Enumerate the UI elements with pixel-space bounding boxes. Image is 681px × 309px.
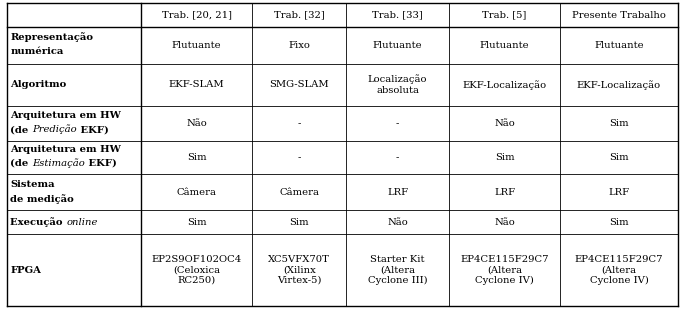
Text: Arquitetura em HW: Arquitetura em HW — [10, 111, 121, 120]
Text: Estimação: Estimação — [32, 158, 84, 168]
Text: Flutuante: Flutuante — [373, 41, 422, 50]
Text: LRF: LRF — [387, 188, 408, 197]
Text: Trab. [32]: Trab. [32] — [274, 11, 325, 19]
Text: -: - — [298, 153, 301, 162]
Text: -: - — [396, 153, 399, 162]
Text: EP4CE115F29C7
(Altera
Cyclone IV): EP4CE115F29C7 (Altera Cyclone IV) — [575, 255, 663, 285]
Text: numérica: numérica — [10, 47, 63, 57]
Text: Câmera: Câmera — [279, 188, 319, 197]
Text: Sim: Sim — [187, 218, 206, 227]
Text: Trab. [5]: Trab. [5] — [482, 11, 527, 19]
Text: Sim: Sim — [609, 218, 629, 227]
Text: Não: Não — [494, 218, 515, 227]
Text: Não: Não — [187, 119, 207, 128]
Text: Representação: Representação — [10, 32, 93, 42]
Text: Execução: Execução — [10, 218, 66, 227]
Text: (de: (de — [10, 159, 32, 168]
Text: Flutuante: Flutuante — [480, 41, 529, 50]
Text: EKF): EKF) — [84, 159, 116, 168]
Text: EKF-Localização: EKF-Localização — [577, 80, 661, 90]
Text: Trab. [20, 21]: Trab. [20, 21] — [161, 11, 232, 19]
Text: Predição: Predição — [32, 125, 76, 134]
Text: EKF): EKF) — [76, 125, 108, 134]
Text: Sim: Sim — [495, 153, 514, 162]
Text: Flutuante: Flutuante — [594, 41, 644, 50]
Text: Sistema: Sistema — [10, 180, 54, 188]
Text: -: - — [298, 119, 301, 128]
Text: Flutuante: Flutuante — [172, 41, 221, 50]
Text: SMG-SLAM: SMG-SLAM — [270, 80, 329, 89]
Text: Câmera: Câmera — [176, 188, 217, 197]
Text: Não: Não — [494, 119, 515, 128]
Text: Trab. [33]: Trab. [33] — [373, 11, 423, 19]
Text: online: online — [66, 218, 97, 227]
Text: (de: (de — [10, 125, 32, 134]
Text: Presente Trabalho: Presente Trabalho — [572, 11, 666, 19]
Text: LRF: LRF — [608, 188, 629, 197]
Text: EKF-Localização: EKF-Localização — [462, 80, 547, 90]
Text: Starter Kit
(Altera
Cyclone III): Starter Kit (Altera Cyclone III) — [368, 255, 428, 285]
Text: XC5VFX70T
(Xilinx
Virtex-5): XC5VFX70T (Xilinx Virtex-5) — [268, 255, 330, 285]
Text: Sim: Sim — [289, 218, 309, 227]
Text: FPGA: FPGA — [10, 266, 41, 275]
Text: EP4CE115F29C7
(Altera
Cyclone IV): EP4CE115F29C7 (Altera Cyclone IV) — [460, 255, 549, 285]
Text: Fixo: Fixo — [288, 41, 311, 50]
Text: LRF: LRF — [494, 188, 515, 197]
Text: Localização
absoluta: Localização absoluta — [368, 75, 427, 95]
Text: Arquitetura em HW: Arquitetura em HW — [10, 146, 121, 154]
Text: Sim: Sim — [609, 153, 629, 162]
Text: Sim: Sim — [187, 153, 206, 162]
Text: EKF-SLAM: EKF-SLAM — [169, 80, 225, 89]
Text: de medição: de medição — [10, 194, 74, 204]
Text: Sim: Sim — [609, 119, 629, 128]
Text: -: - — [396, 119, 399, 128]
Text: Algoritmo: Algoritmo — [10, 80, 67, 89]
Text: EP2S9OF102OC4
(Celoxica
RC250): EP2S9OF102OC4 (Celoxica RC250) — [152, 255, 242, 285]
Text: Não: Não — [387, 218, 408, 227]
